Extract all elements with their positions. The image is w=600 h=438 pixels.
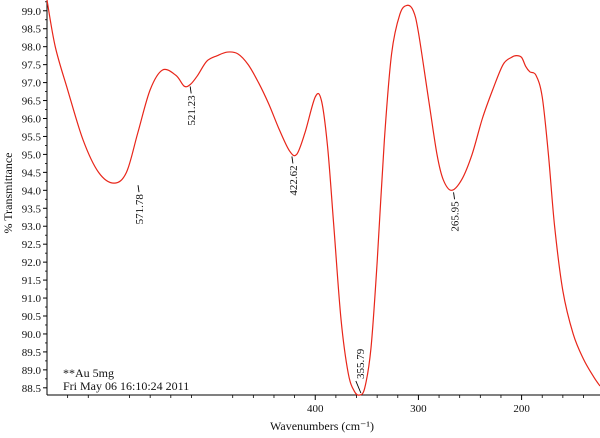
y-tick-label: 96.5 <box>22 96 42 108</box>
y-tick-label: 91.5 <box>22 275 42 287</box>
peak-leader <box>291 156 294 164</box>
y-tick-labels: 88.5 89.0 89.5 90.0 90.5 91.0 91.5 92.0 92.5 93.0… <box>22 6 42 395</box>
y-tick-label: 94.5 <box>22 167 42 179</box>
peak-annotations: 571.78 521.23 422.62 355.79 265.95 <box>134 86 462 394</box>
y-tick-label: 95.0 <box>22 149 42 161</box>
x-tick-label: 400 <box>307 403 324 415</box>
peak-label: 265.95 <box>450 201 462 232</box>
y-tick-label: 98.5 <box>22 24 42 36</box>
peak-label: 521.23 <box>186 95 198 126</box>
y-tick-label: 92.0 <box>22 257 42 269</box>
peak-leader <box>137 185 140 193</box>
y-tick-label: 88.5 <box>22 383 42 395</box>
y-tick-label: 92.5 <box>22 239 42 251</box>
sample-name-note: **Au 5mg <box>63 366 114 380</box>
y-tick-label: 96.0 <box>22 114 42 126</box>
peak-leader <box>189 86 192 94</box>
y-tick-label: 97.0 <box>22 78 42 90</box>
timestamp-note: Fri May 06 16:10:24 2011 <box>63 379 190 393</box>
axes <box>46 0 600 396</box>
x-tick-label: 200 <box>513 403 530 415</box>
x-axis-title: Wavenumbers (cm⁻¹) <box>270 419 374 433</box>
y-tick-label: 91.0 <box>22 293 42 305</box>
y-tick-label: 98.0 <box>22 42 42 54</box>
peak-leader <box>453 192 455 200</box>
peak-leader <box>355 380 362 394</box>
peak-label: 355.79 <box>355 348 367 379</box>
y-tick-label: 94.0 <box>22 185 42 197</box>
x-tick-label: 300 <box>410 403 427 415</box>
y-tick-label: 90.0 <box>22 329 42 341</box>
y-tick-label: 90.5 <box>22 311 42 323</box>
y-tick-label: 99.0 <box>22 6 42 18</box>
x-tick-labels: 400 300 200 <box>307 403 530 415</box>
y-tick-label: 93.5 <box>22 203 42 215</box>
y-tick-label: 97.5 <box>22 60 42 72</box>
y-tick-label: 93.0 <box>22 221 42 233</box>
tick-marks <box>43 1 584 400</box>
peak-label: 422.62 <box>288 165 300 195</box>
peak-label: 571.78 <box>134 194 146 225</box>
y-tick-label: 89.0 <box>22 365 42 377</box>
spectrum-line <box>46 0 600 396</box>
y-axis-title: % Transmittance <box>1 153 15 234</box>
y-tick-label: 89.5 <box>22 347 42 359</box>
y-tick-label: 95.5 <box>22 131 42 143</box>
